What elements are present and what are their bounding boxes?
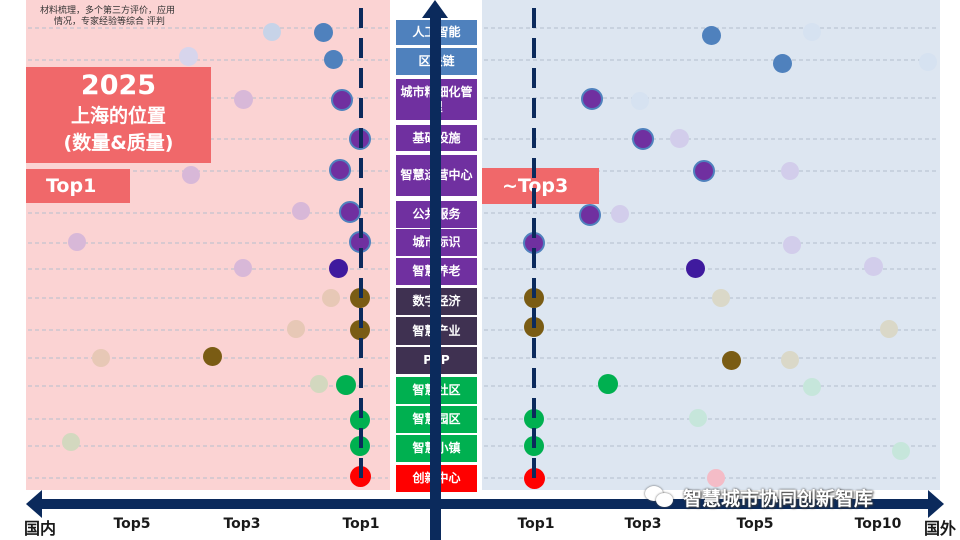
domestic-rank-badge: Top1 — [26, 169, 130, 203]
horizontal-axis — [40, 499, 935, 509]
rating-dot — [68, 233, 86, 251]
rating-dot — [328, 258, 348, 278]
tick-foreign-top5: Top5 — [736, 516, 774, 532]
rating-dot — [701, 25, 721, 45]
rating-dot — [892, 442, 910, 460]
rating-dot — [322, 289, 340, 307]
rating-dot — [202, 346, 222, 366]
rating-dot — [579, 204, 601, 226]
rating-dot — [781, 351, 799, 369]
rating-dot — [350, 410, 370, 430]
foreign-panel — [482, 0, 940, 490]
rating-dot — [524, 409, 544, 429]
rating-dot — [783, 236, 801, 254]
rating-dot — [669, 128, 689, 148]
right-arrow-head — [928, 490, 944, 518]
method-note-line-2: 情况，专家经验等综合 评判 — [54, 17, 165, 27]
rating-dot — [313, 22, 333, 42]
rating-dot — [803, 23, 821, 41]
rating-dot — [632, 128, 654, 150]
rating-dot — [863, 256, 883, 276]
rating-dot — [721, 350, 741, 370]
method-note: 材料梳理，多个第三方评价，应用 情况，专家经验等综合 评判 — [40, 6, 175, 28]
rating-dot — [350, 320, 370, 340]
foreign-rank-badge: ~Top3 — [482, 168, 599, 204]
axis-label-domestic: 国内 — [24, 519, 57, 538]
vertical-axis — [430, 14, 441, 540]
rating-dot — [178, 46, 198, 66]
up-arrow-head — [422, 0, 448, 18]
rating-dot — [233, 89, 253, 109]
rating-dot — [336, 375, 356, 395]
rating-dot — [689, 409, 707, 427]
rating-dot — [331, 89, 353, 111]
rating-dot — [611, 205, 629, 223]
axis-label-foreign: 国外 — [924, 519, 957, 538]
tick-foreign-top10: Top10 — [854, 516, 902, 532]
method-note-line-1: 材料梳理，多个第三方评价，应用 — [40, 6, 176, 16]
rating-dot — [598, 374, 618, 394]
rating-dot — [685, 258, 705, 278]
rating-dot — [772, 53, 792, 73]
tick-domestic-top5: Top5 — [113, 516, 151, 532]
tick-domestic-top1: Top1 — [342, 516, 380, 532]
rating-dot — [329, 159, 351, 181]
rating-dot — [919, 53, 937, 71]
rating-dot — [263, 23, 281, 41]
rating-dot — [182, 166, 200, 184]
rating-dot — [693, 160, 715, 182]
watermark-text: 智慧城市协同创新智库 — [683, 487, 874, 510]
rating-dot — [62, 433, 80, 451]
rating-dot — [880, 320, 898, 338]
rating-dot — [292, 202, 310, 220]
rating-dot — [631, 92, 649, 110]
watermark: 智慧城市协同创新智库 — [645, 482, 955, 512]
wechat-icon — [645, 484, 675, 510]
tick-foreign-top1: Top1 — [517, 516, 555, 532]
rating-dot — [781, 162, 799, 180]
rating-dot — [707, 469, 725, 487]
rating-dot — [712, 289, 730, 307]
rating-dot — [581, 88, 603, 110]
rating-dot — [92, 349, 110, 367]
rating-dot — [234, 259, 252, 277]
tick-domestic-top3: Top3 — [223, 516, 261, 532]
tick-foreign-top3: Top3 — [624, 516, 662, 532]
left-arrow-head — [26, 490, 42, 518]
rating-dot — [803, 378, 821, 396]
title-line-2: (数量&质量) — [63, 132, 174, 154]
rating-dot — [287, 320, 305, 338]
title-line-1: 上海的位置 — [70, 105, 166, 127]
title-box: 2025 上海的位置 (数量&质量) — [26, 67, 211, 163]
title-year: 2025 — [80, 70, 157, 101]
rating-dot — [339, 201, 361, 223]
rating-dot — [323, 49, 343, 69]
rating-dot — [310, 375, 328, 393]
